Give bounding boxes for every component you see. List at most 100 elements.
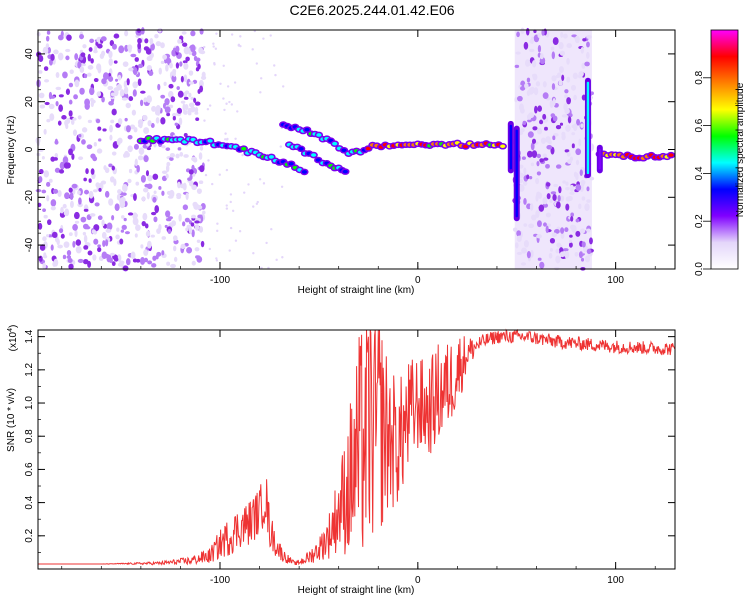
noise-blob (526, 77, 531, 83)
noise-blob (185, 56, 190, 62)
noise-blob (523, 41, 529, 50)
noise-speck (269, 34, 272, 37)
noise-blob (180, 100, 186, 104)
noise-blob (90, 58, 94, 64)
noise-blob (117, 189, 122, 195)
noise-blob (187, 107, 193, 114)
noise-speck (252, 205, 255, 208)
snr-x-tick-label: 0 (415, 575, 421, 586)
noise-blob (549, 100, 554, 109)
noise-blob (82, 44, 87, 49)
noise-blob (550, 113, 556, 118)
noise-blob (565, 196, 571, 202)
noise-blob (125, 102, 131, 109)
noise-blob (185, 192, 189, 201)
noise-blob (71, 183, 78, 189)
noise-blob (50, 199, 57, 207)
noise-blob (77, 61, 82, 69)
noise-blob (566, 76, 571, 83)
noise-blob (552, 98, 556, 106)
noise-blob (108, 163, 113, 168)
snr-frame (37, 329, 676, 570)
noise-blob (178, 117, 183, 126)
noise-blob (150, 211, 157, 216)
noise-blob (139, 99, 144, 107)
noise-blob (109, 124, 113, 133)
noise-blob (83, 73, 88, 79)
noise-blob (55, 72, 60, 79)
colorbar-label: Normalized spectral amplitude (735, 82, 746, 217)
noise-blob (154, 205, 160, 214)
noise-blob (137, 37, 142, 44)
noise-blob (586, 35, 592, 39)
noise-speck (215, 257, 218, 260)
noise-blob (92, 254, 97, 261)
noise-blob (176, 107, 183, 114)
noise-blob (147, 260, 153, 265)
noise-blob (188, 102, 195, 108)
snr-x-tick-label: -100 (210, 575, 230, 586)
noise-blob (137, 42, 142, 50)
noise-blob (97, 247, 102, 253)
noise-blob (518, 184, 525, 192)
noise-blob (53, 258, 59, 267)
noise-blob (74, 79, 80, 88)
noise-blob (184, 217, 190, 223)
noise-blob (190, 44, 196, 53)
snr-scale-exponent: 4 (7, 328, 14, 332)
noise-blob (580, 257, 585, 262)
noise-blob (530, 249, 534, 258)
snr-y-tick-label: 0.2 (24, 528, 35, 542)
noise-blob (79, 66, 85, 73)
noise-blob (186, 78, 191, 87)
noise-blob (160, 42, 165, 49)
noise-blob (95, 118, 101, 124)
noise-blob (140, 90, 146, 94)
noise-blob (193, 55, 198, 62)
noise-blob (571, 224, 575, 232)
noise-blob (199, 165, 205, 173)
noise-blob (66, 34, 72, 41)
noise-blob (152, 196, 157, 203)
noise-blob (589, 176, 595, 181)
noise-blob (160, 94, 166, 99)
noise-blob (166, 112, 171, 117)
snr-series-line (38, 328, 676, 566)
noise-blob (177, 90, 184, 98)
noise-blob (171, 49, 177, 57)
noise-blob (94, 202, 100, 207)
noise-blob (44, 101, 50, 106)
noise-speck (225, 168, 229, 172)
noise-blob (72, 240, 76, 248)
noise-blob (584, 203, 590, 212)
noise-blob (181, 31, 187, 35)
noise-blob (66, 250, 72, 256)
noise-blob (45, 181, 51, 187)
noise-blob (516, 230, 521, 237)
noise-blob (70, 119, 75, 125)
noise-blob (57, 120, 62, 126)
noise-blob (520, 128, 525, 133)
noise-speck (206, 108, 210, 111)
noise-blob (183, 46, 190, 55)
noise-blob (542, 203, 549, 208)
noise-blob (194, 247, 200, 252)
noise-blob (128, 96, 134, 102)
noise-speck (207, 159, 210, 162)
noise-blob (539, 261, 545, 269)
noise-blob (195, 255, 200, 259)
noise-blob (62, 71, 68, 79)
noise-blob (552, 135, 556, 141)
noise-blob (164, 98, 170, 106)
noise-blob (512, 227, 518, 232)
noise-blob (166, 161, 171, 167)
noise-blob (101, 96, 105, 103)
noise-blob (188, 70, 194, 76)
noise-speck (224, 138, 227, 141)
noise-blob (559, 50, 566, 56)
noise-blob (541, 29, 545, 36)
noise-blob (531, 150, 538, 159)
noise-blob (182, 204, 189, 211)
spectrogram-y-tick-label: -40 (24, 237, 35, 252)
